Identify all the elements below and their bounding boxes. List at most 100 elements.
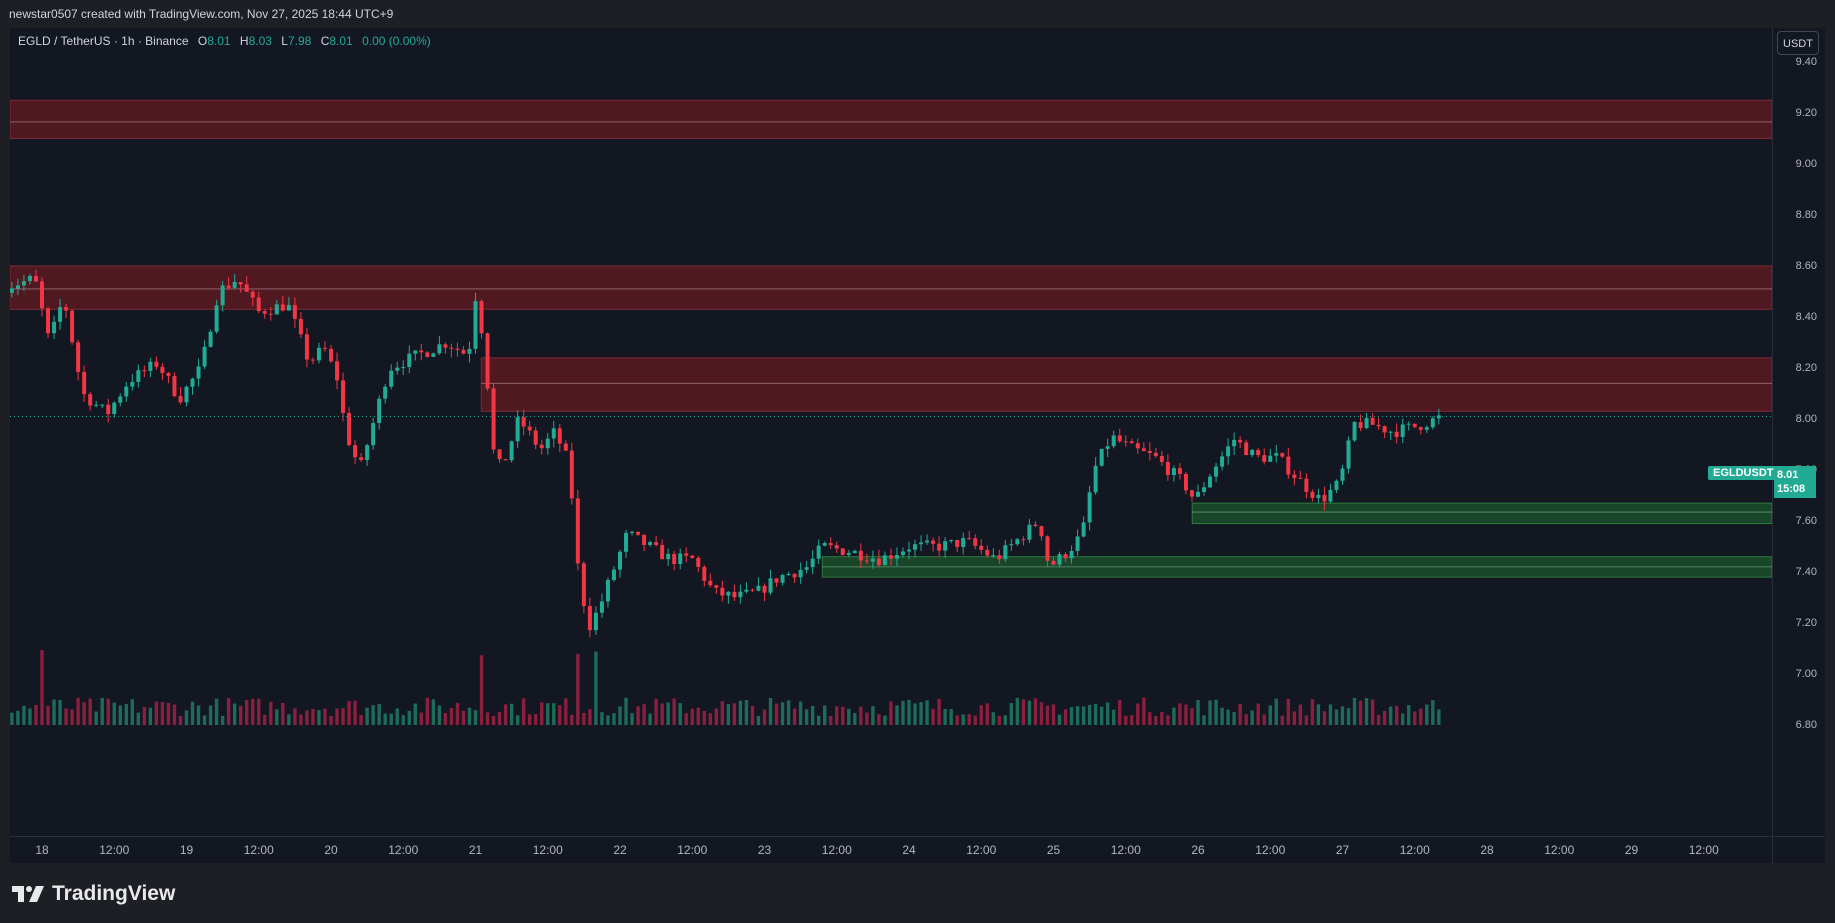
- candle-body: [455, 348, 460, 350]
- volume-bar: [967, 714, 971, 725]
- candle-body: [1129, 441, 1134, 444]
- candle-body: [371, 422, 376, 446]
- volume-bar: [317, 710, 321, 725]
- price-tick-label: 8.80: [1795, 209, 1817, 221]
- time-tick-label: 12:00: [1110, 843, 1141, 857]
- volume-bar: [485, 712, 490, 725]
- volume-bar: [527, 714, 532, 725]
- candle-body: [298, 318, 303, 335]
- volume-bar: [1009, 703, 1014, 725]
- candle-body: [160, 366, 165, 373]
- volume-bar: [1148, 712, 1152, 725]
- volume-bar: [1328, 704, 1333, 725]
- volume-bar: [311, 709, 315, 725]
- symbol-title[interactable]: EGLD / TetherUS · 1h · Binance: [18, 34, 189, 48]
- volume-bar: [666, 702, 670, 725]
- volume-bar: [497, 711, 502, 725]
- volume-bar: [816, 715, 821, 725]
- candle-body: [1394, 431, 1399, 438]
- candle-body: [1099, 448, 1104, 466]
- volume-bar: [985, 703, 989, 725]
- volume-bar: [672, 698, 676, 725]
- time-tick-label: 18: [35, 843, 49, 857]
- candle-body: [491, 388, 496, 450]
- volume-bar: [154, 701, 159, 725]
- volume-bar: [76, 697, 80, 725]
- volume-bar: [275, 709, 279, 725]
- candle-body: [1081, 522, 1086, 537]
- volume-bar: [732, 703, 737, 725]
- candle-body: [1280, 453, 1285, 457]
- volume-bar: [46, 705, 50, 725]
- price-tick-label: 7.00: [1795, 668, 1817, 680]
- price-tick-label: 7.20: [1795, 617, 1817, 629]
- axis-corner: [1772, 836, 1825, 863]
- resistance-zone-1: [10, 99, 1772, 139]
- volume-bar: [618, 706, 622, 725]
- volume-bar: [738, 700, 743, 725]
- volume-bar: [106, 698, 110, 725]
- volume-bar: [40, 650, 44, 725]
- volume-bar: [347, 700, 351, 725]
- candle-body: [822, 543, 827, 546]
- time-axis[interactable]: 18 12:00 19 12:00 20 12:00 21 12:00 22 12:00 23 12:…: [10, 836, 1772, 863]
- candle-body: [955, 539, 960, 547]
- candle-body: [1033, 524, 1038, 527]
- low-value: 7.98: [287, 34, 312, 48]
- candle-body: [64, 307, 69, 311]
- volume-bar: [1334, 709, 1339, 725]
- time-tick-label: 26: [1191, 843, 1205, 857]
- volume-bar: [1310, 699, 1315, 725]
- volume-bar: [853, 713, 857, 725]
- candle-body: [557, 428, 562, 444]
- bar-countdown: 15:08: [1777, 483, 1806, 495]
- volume-bar: [1370, 699, 1375, 725]
- resistance-zone-3: [480, 357, 1772, 412]
- close-value: 8.01: [329, 34, 353, 48]
- volume-bar: [708, 713, 713, 725]
- candle-body: [654, 542, 659, 546]
- candle-body: [1075, 536, 1080, 551]
- candle-body: [545, 438, 550, 449]
- candle-body: [100, 404, 105, 406]
- volume-bar: [1027, 700, 1032, 725]
- candle-body: [1226, 446, 1231, 457]
- candle-body: [329, 348, 333, 362]
- candle-body: [678, 553, 683, 564]
- volume-bar: [642, 704, 646, 725]
- volume-bar: [901, 700, 905, 725]
- volume-bar: [931, 708, 935, 725]
- candle-body: [1268, 455, 1273, 462]
- tradingview-brand[interactable]: TradingView: [12, 880, 175, 908]
- volume-bar: [1298, 704, 1303, 725]
- volume-bar: [1178, 703, 1182, 725]
- volume-bar: [413, 703, 417, 725]
- volume-bar: [823, 705, 827, 725]
- price-chart[interactable]: [10, 28, 1772, 836]
- candle-body: [1069, 550, 1074, 559]
- volume-bar: [1142, 697, 1146, 725]
- candle-body: [1093, 465, 1098, 493]
- price-tick-label: 9.00: [1795, 158, 1817, 170]
- candle-body: [1340, 468, 1345, 481]
- candle-body: [973, 538, 978, 546]
- volume-bar: [238, 705, 243, 725]
- candle-body: [611, 569, 616, 580]
- time-tick-label: 12:00: [532, 843, 563, 857]
- candle-body: [322, 347, 327, 349]
- candle-body: [744, 589, 749, 592]
- volume-bar: [1244, 714, 1248, 725]
- volume-bar: [744, 700, 749, 725]
- candle-body: [804, 567, 809, 570]
- candle-body: [347, 413, 352, 446]
- volume-bar: [1352, 697, 1357, 725]
- price-axis[interactable]: 9.409.209.008.808.608.408.208.007.807.60…: [1772, 28, 1825, 836]
- currency-unit-button[interactable]: USDT: [1777, 31, 1819, 55]
- candle-body: [1063, 554, 1068, 559]
- candle-body: [732, 591, 737, 598]
- volume-bar: [780, 702, 785, 725]
- candle-body: [780, 575, 785, 583]
- candle-body: [106, 404, 111, 415]
- candle-body: [1177, 468, 1182, 474]
- chart-pane[interactable]: [10, 28, 1772, 836]
